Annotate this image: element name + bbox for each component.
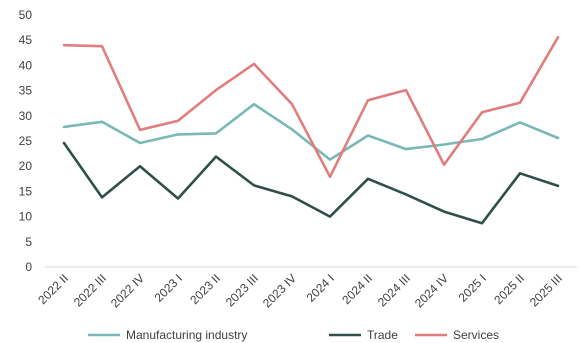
y-tick-label: 45 [19, 33, 33, 47]
x-tick-label: 2023 II [187, 271, 223, 307]
x-tick-label: 2025 II [491, 271, 527, 307]
x-tick-label: 2024 III [375, 271, 413, 309]
y-tick-label: 50 [19, 8, 33, 22]
x-tick-label: 2022 III [71, 271, 109, 309]
x-tick-label: 2025 I [456, 271, 489, 304]
legend: Manufacturing industry Trade Services [88, 328, 499, 342]
y-tick-label: 5 [25, 235, 32, 249]
x-tick-label: 2024 II [339, 271, 375, 307]
x-tick-label: 2022 II [35, 271, 71, 307]
x-tick-label: 2024 I [304, 271, 337, 304]
y-tick-label: 15 [19, 184, 33, 198]
series-line-0 [62, 102, 560, 161]
series-line-2 [62, 35, 560, 179]
legend-label: Trade [367, 328, 398, 342]
y-tick-label: 0 [25, 260, 32, 274]
x-tick-label: 2023 I [152, 271, 185, 304]
legend-label: Manufacturing industry [126, 328, 247, 342]
y-tick-label: 10 [19, 210, 33, 224]
x-tick-label: 2025 III [527, 271, 565, 309]
y-axis: 0 5 10 15 20 25 30 35 40 45 50 [19, 8, 33, 274]
y-tick-label: 30 [19, 109, 33, 123]
legend-label: Services [453, 328, 499, 342]
y-tick-label: 25 [19, 134, 33, 148]
y-tick-label: 35 [19, 84, 33, 98]
x-tick-label: 2022 IV [108, 271, 147, 310]
y-tick-label: 40 [19, 58, 33, 72]
x-tick-label: 2023 III [223, 271, 261, 309]
x-tick-label: 2024 IV [412, 271, 451, 310]
x-tick-label: 2023 IV [260, 271, 299, 310]
series-lines [62, 35, 560, 225]
series-line-1 [62, 141, 560, 225]
y-tick-label: 20 [19, 159, 33, 173]
